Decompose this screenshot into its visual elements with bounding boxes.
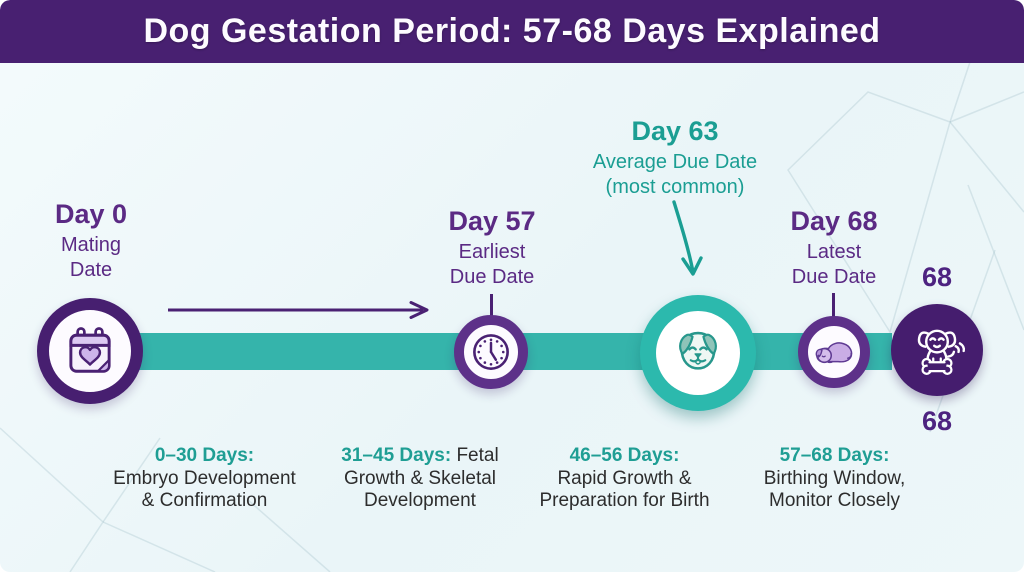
phase-0-30-days: 0–30 Days: Embryo Development & Confirma… bbox=[92, 445, 317, 513]
timeline-arrow bbox=[168, 301, 429, 319]
clock-icon bbox=[473, 334, 509, 370]
phase-57-68-days: 57–68 Days: Birthing Window, Monitor Clo… bbox=[732, 445, 937, 513]
day68-title: Day 68 bbox=[790, 206, 878, 236]
day63-circle-inner bbox=[656, 311, 740, 395]
dog-face-icon bbox=[679, 331, 717, 370]
phase-description: Fetal Growth & Skeletal Development bbox=[343, 445, 499, 511]
puppy-bone-icon bbox=[917, 329, 966, 375]
page-title: Dog Gestation Period: 57-68 Days Explain… bbox=[143, 12, 881, 50]
phase-31-45-days: 31–45 Days: Fetal Growth & Skeletal Deve… bbox=[330, 445, 510, 513]
day63-title: Day 63 bbox=[631, 116, 719, 146]
day0-subtitle: Mating Date bbox=[60, 234, 122, 281]
day63-label-group: Day 63 Average Due Date (most common) bbox=[545, 116, 805, 200]
day68-circle bbox=[798, 316, 870, 388]
day57-subtitle: Earliest Due Date bbox=[449, 241, 535, 288]
header-bar: Dog Gestation Period: 57-68 Days Explain… bbox=[0, 0, 1024, 63]
sleeping-puppy-icon bbox=[815, 342, 853, 364]
phase-range-label: 31–45 Days: bbox=[341, 445, 452, 466]
day68-label-group: Day 68 Latest Due Date bbox=[759, 206, 909, 290]
day63-circle bbox=[640, 295, 756, 411]
phase-range-label: 57–68 Days: bbox=[779, 445, 890, 466]
day57-label-group: Day 57 Earliest Due Date bbox=[417, 206, 567, 290]
day57-circle bbox=[454, 315, 528, 389]
day63-pointer-arrow bbox=[672, 200, 703, 276]
phase-range-label: 0–30 Days: bbox=[154, 445, 255, 466]
phase-description: Rapid Growth & Preparation for Birth bbox=[539, 467, 710, 511]
calendar-heart-icon bbox=[69, 327, 111, 373]
end-day-number-top: 68 bbox=[921, 262, 953, 292]
day57-connector-line bbox=[490, 294, 493, 317]
phase-description: Embryo Development & Confirmation bbox=[113, 467, 296, 511]
day63-subtitle: Average Due Date (most common) bbox=[592, 151, 758, 198]
phase-range-label: 46–56 Days: bbox=[569, 445, 680, 466]
day57-title: Day 57 bbox=[448, 206, 536, 236]
day68-connector-line bbox=[832, 293, 835, 317]
day0-title: Day 0 bbox=[54, 199, 128, 229]
phase-46-56-days: 46–56 Days: Rapid Growth & Preparation f… bbox=[512, 445, 737, 513]
day68-subtitle: Latest Due Date bbox=[791, 241, 877, 288]
end-day-number-bottom: 68 bbox=[921, 406, 953, 436]
end-circle bbox=[891, 304, 983, 396]
day0-circle bbox=[37, 298, 143, 404]
day0-label-group: Day 0 Mating Date bbox=[16, 199, 166, 283]
phase-description: Birthing Window, Monitor Closely bbox=[763, 467, 906, 511]
